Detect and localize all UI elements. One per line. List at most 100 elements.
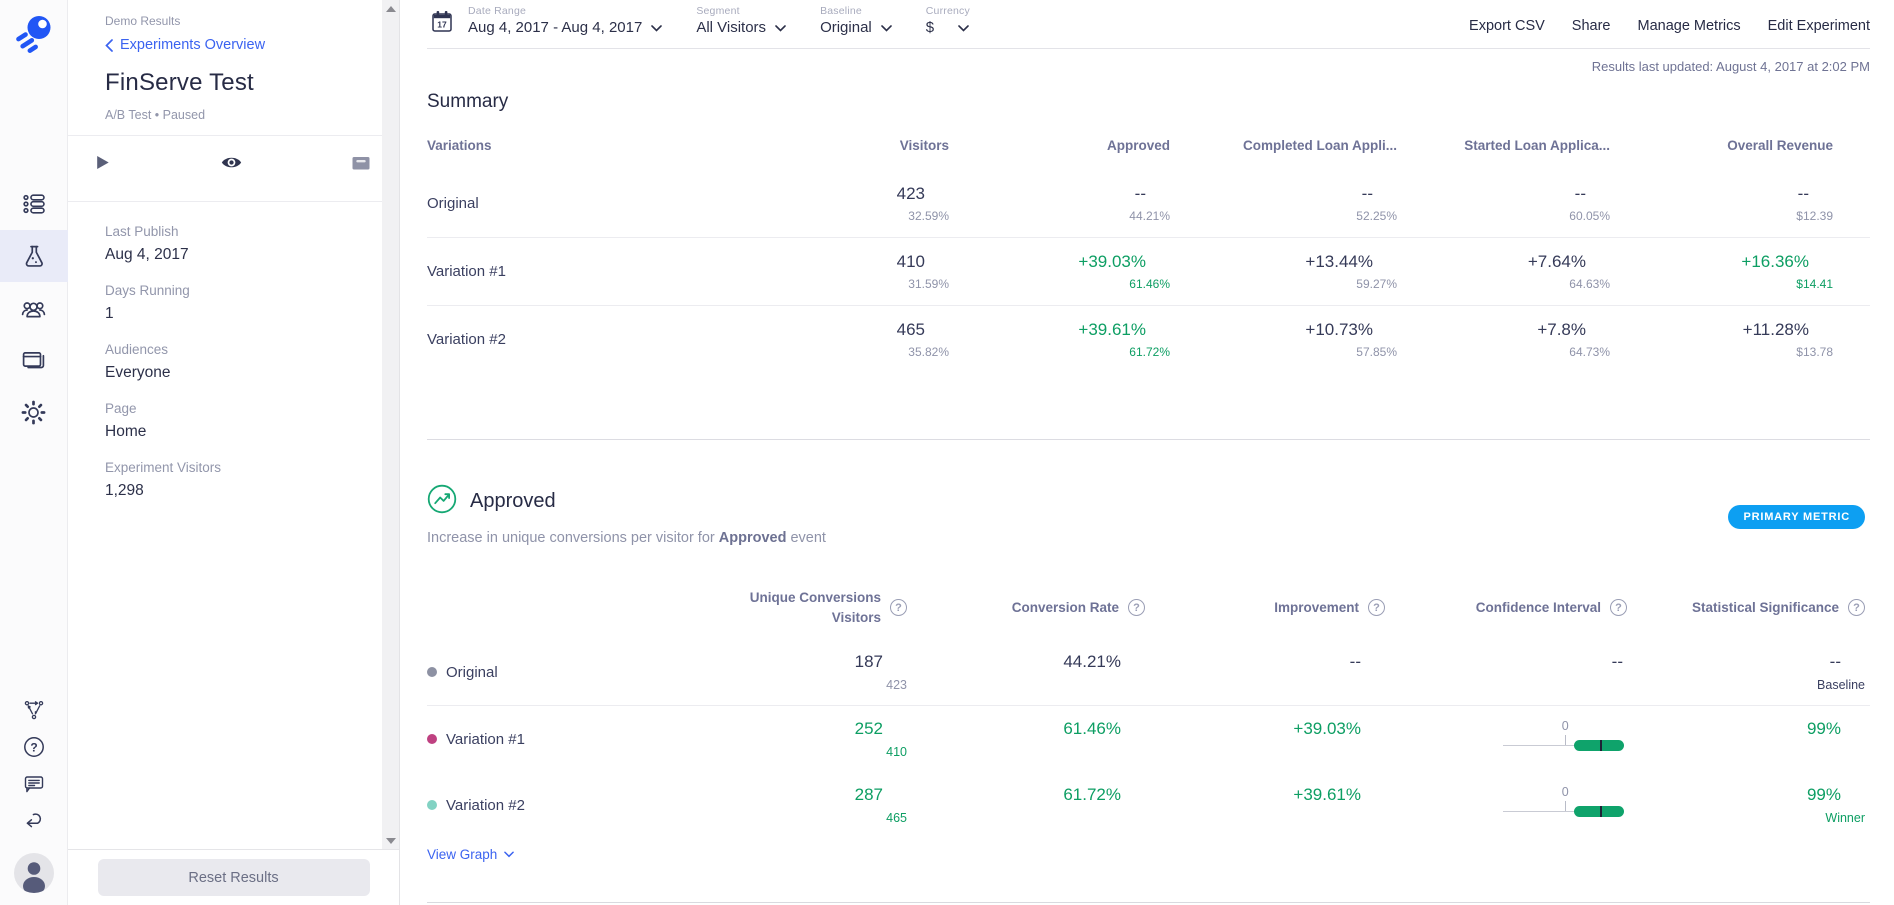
ci-median-line	[1600, 806, 1603, 817]
play-button[interactable]	[90, 151, 113, 174]
confidence-interval-chart: 0	[1503, 785, 1625, 823]
visitors-cell: 465 35.82%	[896, 320, 949, 359]
help-icon: ?	[22, 735, 46, 759]
column-header: Visitors	[899, 138, 949, 153]
sidebar-item-audiences[interactable]	[0, 282, 68, 334]
audiences-icon	[20, 295, 47, 322]
settings-gear-icon	[20, 399, 47, 426]
metric-section-header: Approved Increase in unique conversions …	[427, 484, 1870, 546]
help-icon[interactable]: ?	[890, 599, 907, 616]
divider	[427, 439, 1870, 440]
column-header: Overall Revenue	[1727, 138, 1833, 153]
variation-color-dot	[427, 800, 437, 810]
detail-audiences: Audiences Everyone	[105, 342, 359, 382]
revenue-cell: +11.28% $13.78	[1742, 320, 1833, 359]
detail-label: Last Publish	[105, 224, 179, 239]
conversion-rate-cell: 61.72%	[1063, 785, 1121, 804]
detail-page: Page Home	[105, 401, 359, 441]
chevron-down-icon	[775, 25, 786, 32]
variation-color-dot	[427, 667, 437, 677]
currency-dropdown[interactable]: Currency $	[926, 5, 970, 36]
unique-conversions-cell: 187 423	[854, 652, 907, 692]
segment-dropdown[interactable]: Segment All Visitors	[696, 5, 786, 36]
detail-value: Home	[105, 423, 147, 440]
approved-cell: +39.03% 61.46%	[1078, 252, 1170, 291]
significance-cell: 99% Winner	[1806, 785, 1865, 825]
archive-button[interactable]	[349, 151, 373, 175]
preview-eye-button[interactable]	[219, 150, 244, 175]
sidebar-item-help[interactable]: ?	[0, 728, 68, 765]
detail-label: Days Running	[105, 283, 190, 298]
started-cell: -- 60.05%	[1569, 184, 1610, 223]
table-row-variation-2: Variation #2 465 35.82% +39.61% 61.72% +10…	[427, 305, 1870, 373]
ci-range-bar	[1573, 740, 1624, 751]
conversion-rate-cell: 61.46%	[1063, 719, 1121, 738]
visitors-cell: 423 32.59%	[896, 184, 949, 223]
back-link-label: Experiments Overview	[120, 37, 266, 53]
help-icon[interactable]: ?	[1848, 599, 1865, 616]
started-cell: +7.64% 64.63%	[1527, 252, 1610, 291]
column-header: Variations	[427, 138, 492, 153]
scrollbar-up-arrow[interactable]	[382, 0, 399, 17]
scrollbar-down-arrow[interactable]	[382, 832, 399, 849]
help-icon[interactable]: ?	[1368, 599, 1385, 616]
chevron-down-icon	[504, 851, 515, 858]
export-csv-button[interactable]: Export CSV	[1469, 18, 1545, 34]
column-header: Completed Loan Appli...	[1243, 138, 1397, 153]
panel-scrollbar[interactable]	[382, 0, 399, 849]
svg-text:?: ?	[30, 740, 37, 754]
filter-value: Aug 4, 2017 - Aug 4, 2017	[468, 19, 643, 36]
filter-label: Currency	[925, 5, 970, 17]
filter-value: $	[925, 19, 935, 36]
variation-name: Variation #2	[427, 331, 506, 348]
svg-text:17: 17	[437, 20, 447, 30]
improvement-cell: +39.61%	[1293, 785, 1361, 804]
view-graph-link[interactable]: View Graph	[427, 847, 515, 862]
column-header-improvement: Improvement ?	[1145, 599, 1385, 616]
metric-row-variation-1: Variation #1 252 410 61.46% +39.03% 0 99…	[427, 706, 1870, 772]
variation-name: Variation #1	[427, 263, 506, 280]
variation-name: Original	[427, 652, 697, 692]
column-header-confidence-interval: Confidence Interval ?	[1385, 599, 1627, 616]
workflow-icon	[23, 699, 45, 721]
approved-cell: -- 44.21%	[1129, 184, 1170, 223]
reset-results-button[interactable]: Reset Results	[97, 859, 370, 896]
column-header: Started Loan Applica...	[1464, 138, 1610, 153]
column-header: Approved	[1106, 138, 1170, 153]
ci-axis-line	[1503, 811, 1622, 812]
help-icon[interactable]: ?	[1128, 599, 1145, 616]
detail-value: 1	[105, 305, 114, 322]
summary-table-header: Variations Visitors Approved Completed L…	[427, 138, 1870, 170]
back-to-experiments-link[interactable]: Experiments Overview	[105, 37, 359, 53]
confidence-interval-cell: --	[1611, 652, 1623, 671]
help-icon[interactable]: ?	[1610, 599, 1627, 616]
metric-row-variation-2: Variation #2 287 465 61.72% +39.61% 0 99…	[427, 772, 1870, 838]
share-button[interactable]: Share	[1571, 18, 1611, 34]
confidence-interval-cell: 0	[1385, 719, 1627, 759]
ci-zero-tick	[1565, 735, 1567, 745]
sidebar-item-pages[interactable]	[0, 334, 68, 386]
back-arrow-icon	[22, 809, 46, 833]
sidebar-item-workflow[interactable]	[0, 691, 68, 728]
variation-name: Variation #2	[427, 785, 697, 825]
variation-color-dot	[427, 734, 437, 744]
sidebar-item-settings[interactable]	[0, 386, 68, 438]
metric-subtitle: Increase in unique conversions per visit…	[427, 530, 826, 546]
sidebar-item-experiments[interactable]	[0, 230, 68, 282]
sidebar-item-feedback[interactable]	[0, 765, 68, 802]
edit-experiment-button[interactable]: Edit Experiment	[1767, 18, 1870, 34]
completed-cell: +10.73% 57.85%	[1305, 320, 1397, 359]
column-header-statistical-significance: Statistical Significance ?	[1627, 599, 1865, 616]
flask-icon	[20, 243, 47, 270]
manage-metrics-button[interactable]: Manage Metrics	[1637, 18, 1741, 34]
detail-value: 1,298	[105, 482, 144, 499]
ci-zero-tick	[1565, 801, 1567, 811]
metric-row-original: Original 187 423 44.21% -- -- -- Baselin…	[427, 639, 1870, 706]
sidebar-item-overview[interactable]	[0, 178, 68, 230]
detail-label: Audiences	[105, 342, 169, 357]
user-avatar[interactable]	[13, 853, 54, 893]
date-range-dropdown[interactable]: Date Range Aug 4, 2017 - Aug 4, 2017	[468, 5, 663, 36]
optimizely-logo-icon[interactable]	[14, 14, 54, 54]
baseline-dropdown[interactable]: Baseline Original	[820, 5, 892, 36]
sidebar-item-exit[interactable]	[0, 802, 68, 839]
